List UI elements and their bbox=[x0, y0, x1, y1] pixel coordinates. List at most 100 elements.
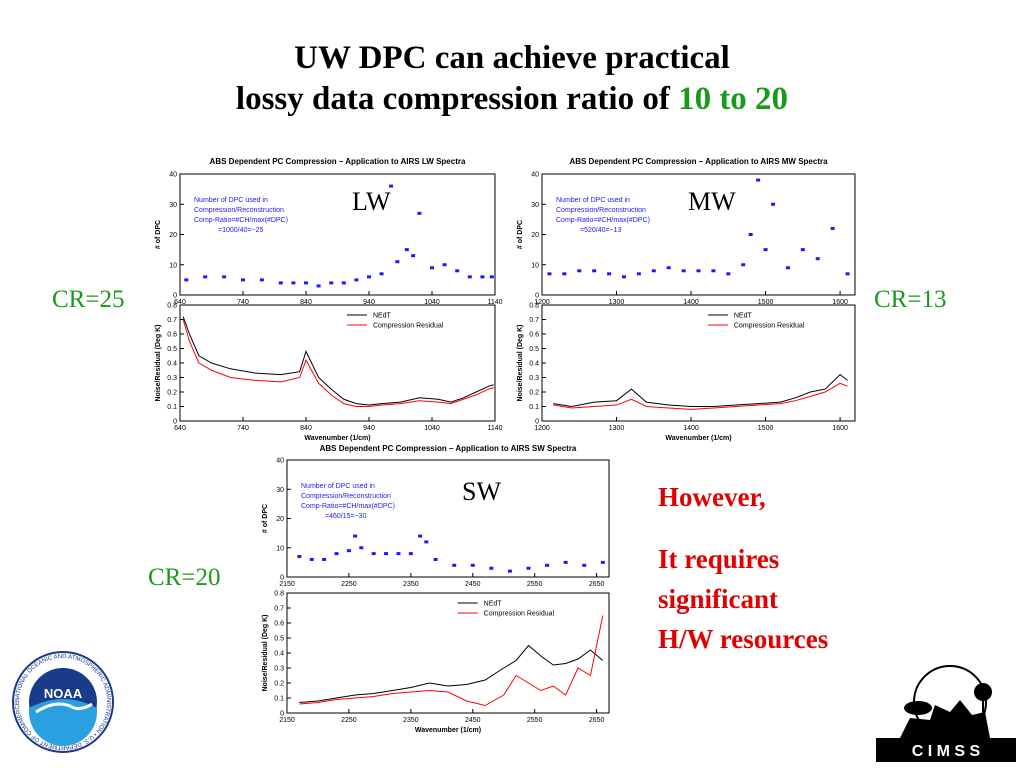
mw-dpc-ytick-label: 0 bbox=[535, 293, 539, 300]
lw-noise-xlabel: Wavenumber (1/cm) bbox=[304, 435, 370, 442]
lw-noise-ytick-label: 0.2 bbox=[167, 390, 177, 397]
lw-noise-series-residual bbox=[182, 319, 494, 407]
lw-dpc-point bbox=[442, 263, 447, 267]
sw-dpc-point bbox=[433, 557, 438, 561]
sw-dpc-point bbox=[384, 552, 389, 556]
mw-dpc-point bbox=[785, 266, 790, 270]
lw-dpc-annotation: Compression/Reconstruction bbox=[194, 207, 284, 214]
sw-dpc-point bbox=[371, 552, 376, 556]
mw-noise-legend-label: NEdT bbox=[734, 313, 753, 320]
mw-noise-ytick-label: 0 bbox=[535, 419, 539, 426]
lw-noise-legend-label: Compression Residual bbox=[373, 323, 444, 330]
mw-dpc-point bbox=[726, 272, 731, 276]
sw-noise-xtick-label: 2350 bbox=[403, 717, 419, 724]
mw-dpc-ylabel: # of DPC bbox=[517, 220, 524, 249]
mw-noise-ytick-label: 0.8 bbox=[529, 303, 539, 310]
cimss-logo-text: C I M S S bbox=[912, 743, 981, 760]
lw-noise-ytick-label: 0.5 bbox=[167, 346, 177, 353]
mw-dpc-point bbox=[763, 248, 768, 252]
sw-dpc-ytick-label: 30 bbox=[276, 487, 284, 494]
mw-dpc-point bbox=[607, 272, 612, 276]
sw-noise-ytick-label: 0.7 bbox=[274, 606, 284, 613]
mw-dpc-point bbox=[577, 269, 582, 273]
mw-noise-xtick-label: 1600 bbox=[832, 425, 848, 432]
lw-dpc-point bbox=[278, 281, 283, 285]
sw-band-label: SW bbox=[462, 477, 501, 506]
lw-dpc-annotation: Number of DPC used in bbox=[194, 197, 268, 204]
sw-dpc-xtick-label: 2650 bbox=[589, 581, 605, 588]
mw-noise-ytick-label: 0.5 bbox=[529, 346, 539, 353]
mw-dpc-point bbox=[800, 248, 805, 252]
lw-dpc-ytick-label: 30 bbox=[169, 202, 177, 209]
sw-noise-xtick-label: 2450 bbox=[465, 717, 481, 724]
lw-dpc-point bbox=[241, 278, 245, 282]
mw-dpc-point bbox=[621, 275, 626, 279]
sw-noise-ytick-label: 0.3 bbox=[274, 666, 284, 673]
sw-dpc-point bbox=[452, 563, 457, 567]
sw-dpc-annotation: Number of DPC used in bbox=[301, 483, 375, 490]
sw-noise-frame bbox=[286, 592, 610, 714]
mw-dpc-ytick-label: 20 bbox=[531, 232, 539, 239]
sw-noise-ytick-label: 0.2 bbox=[274, 681, 284, 688]
mw-dpc-point bbox=[815, 257, 820, 261]
mw-dpc-frame bbox=[541, 173, 856, 296]
lw-dpc-point bbox=[480, 275, 485, 279]
sw-dpc-xtick-label: 2150 bbox=[279, 581, 295, 588]
sw-dpc-ytick-label: 10 bbox=[276, 545, 284, 552]
lw-dpc-ytick-label: 40 bbox=[169, 172, 177, 179]
note-line-2: It requires bbox=[658, 544, 780, 574]
lw-noise-chart: 640 740 840 940 1040 1140 0 0.1 0.2 0.3 0.4 0.5 0.6 0… bbox=[155, 303, 503, 443]
mw-noise-xlabel: Wavenumber (1/cm) bbox=[665, 435, 731, 442]
note-line-3: significant bbox=[658, 584, 779, 614]
lw-noise-ytick-label: 0.7 bbox=[167, 317, 177, 324]
sw-dpc-annotation: Comp-Ratio=#CH/max(#DPC) bbox=[301, 503, 395, 510]
mw-dpc-point bbox=[651, 269, 656, 273]
lw-dpc-point bbox=[222, 275, 227, 279]
sw-noise-ytick-label: 0.5 bbox=[274, 636, 284, 643]
noaa-logo: NOAA NATIONAL OCEANIC AND ATMOSPHERIC AD… bbox=[12, 651, 114, 753]
lw-dpc-xtick-label: 1140 bbox=[487, 299, 502, 306]
lw-dpc-point bbox=[184, 278, 189, 282]
mw-noise-xtick-label: 1400 bbox=[683, 425, 699, 432]
lw-dpc-xtick-label: 840 bbox=[300, 299, 312, 306]
mw-noise-ylabel: Noise/Residual (Deg K) bbox=[517, 324, 524, 401]
lw-dpc-point bbox=[304, 281, 308, 285]
mw-dpc-point bbox=[771, 202, 776, 206]
sw-dpc-ytick-label: 20 bbox=[276, 516, 284, 523]
lw-dpc-point bbox=[341, 281, 346, 285]
mw-dpc-point bbox=[666, 266, 671, 270]
mw-dpc-xtick-label: 1400 bbox=[683, 299, 699, 306]
lw-noise-ytick-label: 0 bbox=[173, 419, 177, 426]
note-however: However, bbox=[658, 482, 766, 512]
sw-dpc-title: ABS Dependent PC Compression – Applicati… bbox=[320, 444, 577, 453]
lw-noise-legend-label: NEdT bbox=[373, 313, 392, 320]
lw-dpc-ylabel: # of DPC bbox=[155, 220, 162, 249]
sw-dpc-point bbox=[334, 552, 339, 556]
mw-dpc-ytick-label: 30 bbox=[531, 202, 539, 209]
sw-noise-xtick-label: 2150 bbox=[279, 717, 295, 724]
lw-dpc-point bbox=[417, 211, 422, 215]
mw-dpc-point bbox=[696, 269, 701, 273]
mw-dpc-ytick-label: 40 bbox=[531, 172, 539, 179]
mw-dpc-annotation: =520/40=~13 bbox=[580, 227, 622, 234]
sw-noise-legend-label: NEdT bbox=[484, 601, 503, 608]
lw-dpc-frame bbox=[179, 173, 496, 296]
mw-noise-series-residual bbox=[553, 382, 848, 410]
sw-dpc-chart: ABS Dependent PC Compression – Applicati… bbox=[262, 444, 610, 588]
mw-dpc-point bbox=[562, 272, 567, 276]
lw-dpc-point bbox=[379, 272, 384, 276]
lw-dpc-xtick-label: 640 bbox=[174, 299, 186, 306]
sw-noise-xlabel: Wavenumber (1/cm) bbox=[415, 727, 481, 734]
sw-dpc-point bbox=[526, 566, 531, 570]
chart-panels: ABS Dependent PC Compression – Applicati… bbox=[155, 157, 856, 734]
mw-dpc-point bbox=[756, 178, 761, 182]
lw-noise-xtick-label: 1040 bbox=[424, 425, 440, 432]
sw-dpc-point bbox=[563, 560, 568, 564]
sw-dpc-point bbox=[396, 552, 401, 556]
sw-dpc-annotation: =460/15=~30 bbox=[325, 513, 367, 520]
title-line-2: lossy data compression ratio of 10 to 20 bbox=[0, 79, 1024, 120]
sw-dpc-point bbox=[470, 563, 475, 567]
lw-noise-xtick-label: 740 bbox=[237, 425, 249, 432]
lw-dpc-point bbox=[316, 284, 321, 288]
sw-dpc-point bbox=[322, 557, 327, 561]
